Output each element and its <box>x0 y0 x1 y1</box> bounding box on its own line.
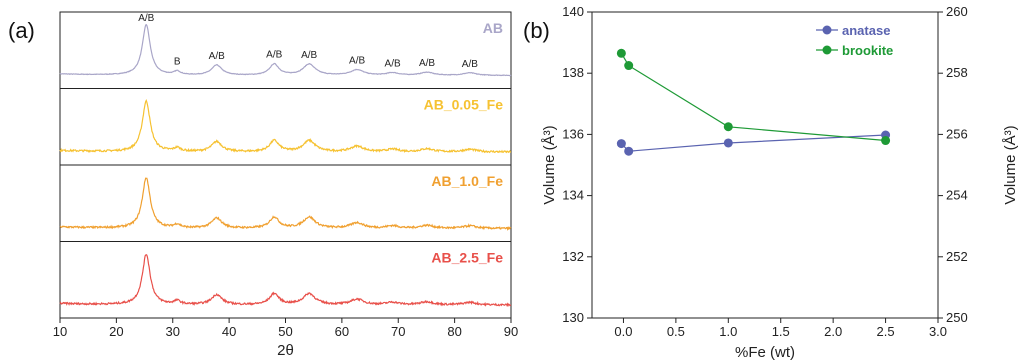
x-tick-label-a: 10 <box>53 324 67 339</box>
peak-label-37.8: A/B <box>209 51 225 62</box>
x-tick-label-a: 80 <box>447 324 461 339</box>
y-tick-label-right: 250 <box>946 310 968 325</box>
peak-label-69: A/B <box>385 58 401 69</box>
y-tick-label-left: 134 <box>562 188 584 203</box>
peak-label-25.3: A/B <box>138 13 154 24</box>
trace-label-AB_0.05_Fe: AB_0.05_Fe <box>424 97 504 113</box>
panel-b-frame <box>591 11 939 319</box>
y-tick-label-right: 256 <box>946 126 968 141</box>
x-tick-label-a: 70 <box>391 324 405 339</box>
x-tick-label-a: 30 <box>166 324 180 339</box>
y-tick-label-left: 132 <box>562 249 584 264</box>
legend-marker-anatase <box>822 25 832 35</box>
peak-label-75.1: A/B <box>419 58 435 69</box>
data-point-brookite <box>723 122 733 132</box>
peak-label-30.8: B <box>174 56 181 67</box>
y-tick-label-left: 136 <box>562 126 584 141</box>
peak-label-62.7: A/B <box>349 55 365 66</box>
x-tick-label-a: 50 <box>278 324 292 339</box>
x-axis-title-b: %Fe (wt) <box>735 344 795 361</box>
peak-label-54.2: A/B <box>301 50 317 61</box>
xrd-trace-AB <box>59 23 512 77</box>
legend-marker-brookite <box>822 45 832 55</box>
xrd-trace-AB_2.5_Fe <box>59 253 512 308</box>
x-tick-label-b: 2.0 <box>824 324 842 339</box>
x-tick-label-a: 60 <box>335 324 349 339</box>
x-tick-label-b: 1.5 <box>772 324 790 339</box>
data-point-anatase <box>723 138 733 148</box>
x-tick-label-b: 3.0 <box>929 324 947 339</box>
data-point-brookite <box>881 136 891 146</box>
data-point-anatase <box>624 146 634 156</box>
peak-label-48: A/B <box>266 50 282 61</box>
series-line-brookite <box>620 52 886 142</box>
data-point-brookite <box>624 61 634 71</box>
y-tick-label-right: 260 <box>946 4 968 19</box>
panel-a: (a) 10 20 30 40 50 60 70 80 90 2θ AB A/B B A/B A/B A/B A/… <box>8 11 518 359</box>
peak-label-82.7: A/B <box>462 59 478 70</box>
x-axis-title-a: 2θ <box>277 342 294 359</box>
panel-a-label: (a) <box>8 18 35 43</box>
x-tick-label-a: 40 <box>222 324 236 339</box>
trace-label-AB: AB <box>483 20 503 36</box>
x-tick-label-b: 2.5 <box>877 324 895 339</box>
series-line-anatase <box>620 134 886 152</box>
y-axis-title-left: Volume (Å³) <box>541 125 558 204</box>
y-tick-label-right: 252 <box>946 249 968 264</box>
xrd-trace-AB_1.0_Fe <box>59 177 512 232</box>
x-tick-label-a: 90 <box>504 324 518 339</box>
legend-label-brookite: brookite <box>842 43 893 58</box>
x-tick-label-a: 20 <box>109 324 123 339</box>
data-point-brookite <box>616 48 626 58</box>
y-axis-title-right: Volume (Å³) <box>1002 125 1019 204</box>
y-tick-label-right: 258 <box>946 65 968 80</box>
y-tick-label-right: 254 <box>946 188 968 203</box>
x-tick-label-b: 0.5 <box>667 324 685 339</box>
trace-label-AB_1.0_Fe: AB_1.0_Fe <box>431 173 503 189</box>
panel-b: (b) 0.0 0.5 1.0 1.5 2.0 2.5 3.0 %Fe (wt) 130 132 13… <box>523 4 1019 361</box>
panel-b-label: (b) <box>523 18 550 43</box>
y-tick-label-left: 138 <box>562 65 584 80</box>
trace-label-AB_2.5_Fe: AB_2.5_Fe <box>431 250 503 266</box>
x-tick-label-b: 1.0 <box>719 324 737 339</box>
legend-label-anatase: anatase <box>842 23 890 38</box>
y-tick-label-left: 130 <box>562 310 584 325</box>
x-tick-label-b: 0.0 <box>614 324 632 339</box>
data-point-anatase <box>616 139 626 149</box>
y-tick-label-left: 140 <box>562 4 584 19</box>
xrd-trace-AB_0.05_Fe <box>59 98 511 154</box>
